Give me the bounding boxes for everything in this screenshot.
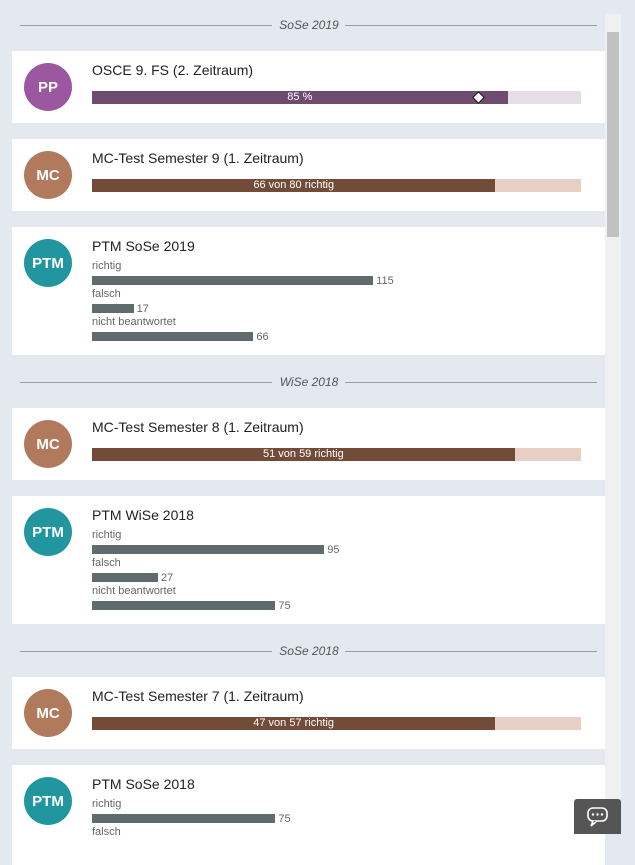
chat-button[interactable] [574, 799, 621, 834]
count-bar [92, 304, 134, 313]
card-title: MC-Test Semester 8 (1. Zeitraum) [92, 419, 304, 435]
divider [345, 25, 597, 26]
correct-label: 66 von 80 richtig [253, 179, 335, 191]
score-bar [92, 91, 508, 104]
result-card[interactable]: PTM PTM SoSe 2018 richtig 75 falsch [12, 765, 605, 865]
row-label: falsch [92, 557, 121, 569]
row-label: richtig [92, 529, 122, 541]
divider [20, 25, 272, 26]
result-card[interactable]: PP OSCE 9. FS (2. Zeitraum) 85 % [12, 51, 605, 123]
result-card[interactable]: PTM PTM WiSe 2018 richtig 95 falsch 27 nicht b… [12, 496, 605, 624]
count-label: 17 [136, 303, 149, 315]
count-bar [92, 601, 276, 610]
count-label: 75 [278, 813, 291, 825]
divider [20, 382, 272, 383]
correct-bar [92, 717, 496, 730]
scroll-thumb[interactable] [607, 32, 619, 237]
badge: MC [24, 151, 72, 199]
row-label: richtig [92, 798, 122, 810]
section-label: SoSe 2019 [279, 18, 339, 32]
divider [345, 382, 597, 383]
count-label: 115 [376, 275, 394, 287]
result-card[interactable]: MC MC-Test Semester 7 (1. Zeitraum) 47 von… [12, 677, 605, 749]
divider [20, 651, 272, 652]
result-card[interactable]: MC MC-Test Semester 9 (1. Zeitraum) 66 von… [12, 139, 605, 211]
row-label: nicht beantwortet [92, 316, 176, 328]
section-label: SoSe 2018 [279, 644, 339, 658]
feed: SoSe 2019 PP OSCE 9. FS (2. Zeitraum) 85 % M… [12, 18, 605, 865]
count-label: 66 [256, 331, 269, 343]
count-label: 27 [161, 572, 174, 584]
card-title: PTM SoSe 2018 [92, 776, 195, 792]
count-label: 95 [327, 544, 340, 556]
count-bar [92, 545, 325, 554]
badge: PP [24, 63, 72, 111]
card-title: MC-Test Semester 9 (1. Zeitraum) [92, 150, 304, 166]
correct-bar [92, 179, 496, 192]
scrollbar[interactable] [605, 14, 621, 834]
result-card[interactable]: PTM PTM SoSe 2019 richtig 115 falsch 17 nicht … [12, 227, 605, 355]
count-bar [92, 814, 276, 823]
badge: PTM [24, 239, 72, 287]
app: {"sections":[ {"label":"SoSe 2019","item… [12, 14, 621, 865]
section-label: WiSe 2018 [279, 375, 339, 389]
card-title: PTM SoSe 2019 [92, 238, 195, 254]
card-title: PTM WiSe 2018 [92, 507, 194, 523]
badge: MC [24, 420, 72, 468]
correct-label: 47 von 57 richtig [253, 717, 334, 729]
badge: PTM [24, 777, 72, 825]
count-bar [92, 332, 254, 341]
result-card[interactable]: MC MC-Test Semester 8 (1. Zeitraum) 51 von… [12, 408, 605, 480]
card-title: MC-Test Semester 7 (1. Zeitraum) [92, 688, 304, 704]
count-label: 75 [278, 600, 291, 612]
score-label: 85 % [287, 91, 313, 103]
row-label: falsch [92, 826, 121, 838]
chat-icon [587, 807, 608, 827]
count-bar [92, 276, 374, 285]
correct-bar [92, 448, 515, 461]
count-bar [92, 573, 158, 582]
page: html, body { margin: 0; padding: 0; } bo… [12, 14, 621, 865]
correct-label: 51 von 59 richtig [262, 448, 344, 460]
badge: MC [24, 689, 72, 737]
row-label: nicht beantwortet [92, 585, 176, 597]
badge: PTM [24, 508, 72, 556]
card-title: OSCE 9. FS (2. Zeitraum) [92, 62, 254, 78]
row-label: richtig [92, 260, 122, 272]
row-label: falsch [92, 288, 121, 300]
divider [345, 651, 597, 652]
